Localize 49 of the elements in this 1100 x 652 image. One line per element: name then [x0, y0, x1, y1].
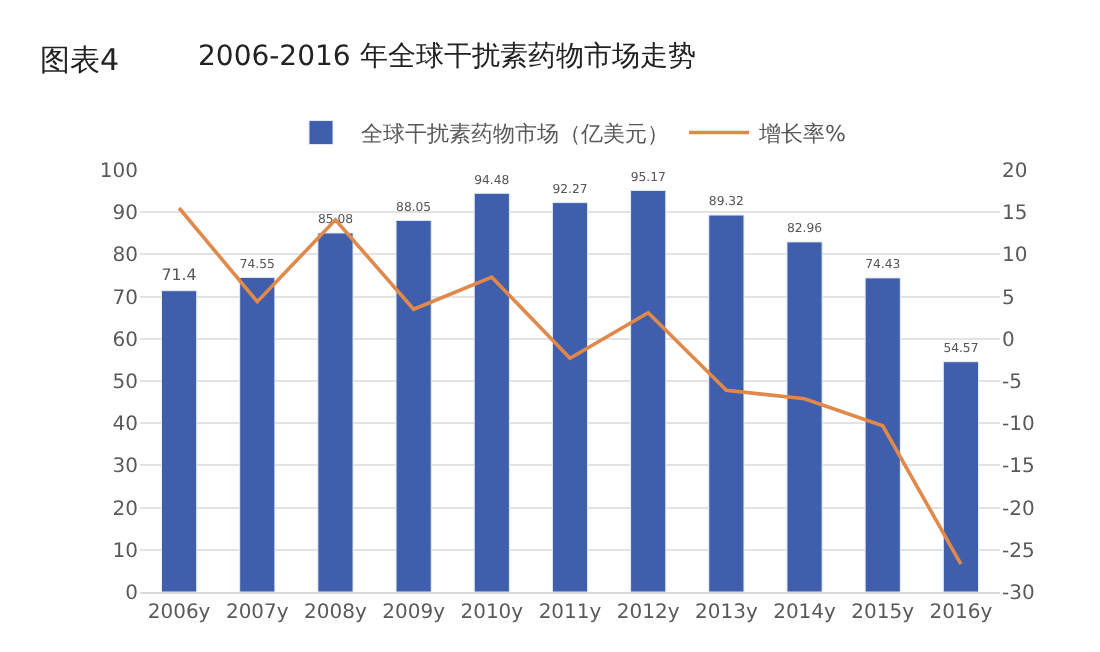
y-tick-label: 70 [112, 287, 138, 310]
x-tick-label: 2007y [225, 602, 289, 624]
bar [395, 219, 432, 592]
x-tick-label: 2012y [616, 602, 680, 624]
bar [942, 361, 979, 592]
x-tick-label: 2013y [694, 602, 758, 624]
x-tick-label: 2015y [851, 602, 915, 624]
bar [317, 232, 354, 592]
bar [786, 241, 823, 592]
y2-tick-label: -20 [1002, 498, 1035, 521]
legend-label: 增长率% [757, 121, 846, 148]
bar [239, 276, 276, 592]
x-tick-label: 2010y [460, 602, 524, 624]
bar [473, 192, 510, 592]
legend-label: 全球干扰素药物市场（亿美元） [361, 121, 669, 148]
bar [630, 189, 667, 592]
y-tick-label: 10 [112, 540, 138, 563]
y2-tick-label: -5 [1002, 372, 1022, 394]
bar [864, 277, 901, 592]
bar [708, 214, 745, 592]
y2-tick-label: -25 [1002, 540, 1035, 563]
bar [551, 202, 589, 592]
y-tick-label: 30 [112, 456, 138, 479]
y-tick-label: 20 [112, 498, 138, 521]
y-tick-label: 0 [125, 583, 138, 605]
y-tick-label: 50 [112, 372, 138, 394]
x-tick-label: 2008y [304, 602, 367, 624]
x-tick-label: 2011y [538, 602, 602, 624]
y2-tick-label: 5 [1002, 287, 1015, 310]
y2-tick-label: 15 [1002, 203, 1028, 226]
bar [161, 290, 198, 592]
y2-tick-label: -15 [1002, 456, 1035, 479]
y-tick-label: 100 [99, 161, 138, 183]
x-tick-label: 2014y [773, 602, 837, 624]
y-tick-label: 90 [112, 203, 138, 226]
y2-tick-label: -10 [1002, 414, 1035, 437]
y-tick-label: 60 [112, 329, 138, 352]
y-tick-label: 40 [112, 414, 138, 437]
y2-tick-label: 10 [1002, 245, 1028, 268]
x-tick-label: 2016y [929, 602, 993, 624]
y-tick-label: 80 [112, 245, 138, 268]
x-tick-label: 2009y [382, 602, 446, 624]
y2-tick-label: 20 [1002, 161, 1028, 183]
y2-tick-label: -30 [1002, 583, 1035, 605]
chart-title: 2006-2016 年全球干扰素药物市场走势 [198, 41, 696, 74]
y2-tick-label: 0 [1002, 329, 1015, 352]
text: 图表4 [40, 42, 120, 78]
x-tick-label: 2006y [147, 602, 211, 624]
data-label: 71.4 [161, 265, 197, 284]
